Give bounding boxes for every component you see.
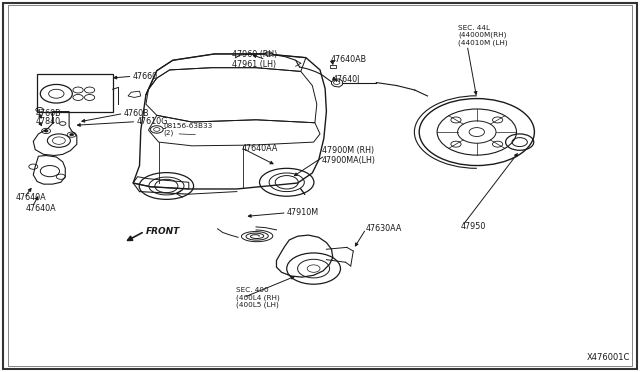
Text: 47630AA: 47630AA bbox=[366, 224, 403, 233]
Text: 47910M: 47910M bbox=[287, 208, 319, 217]
Text: X476001C: X476001C bbox=[587, 353, 630, 362]
Text: 4760B: 4760B bbox=[35, 109, 61, 118]
Text: 47640A: 47640A bbox=[26, 204, 56, 213]
Text: 47660: 47660 bbox=[133, 72, 158, 81]
Text: 47640AA: 47640AA bbox=[242, 144, 278, 153]
Text: FRONT: FRONT bbox=[146, 227, 180, 236]
Text: 47640J: 47640J bbox=[333, 75, 360, 84]
Text: 47900M (RH)
47900MA(LH): 47900M (RH) 47900MA(LH) bbox=[322, 146, 376, 165]
Text: 47640AB: 47640AB bbox=[330, 55, 366, 64]
Text: 47640A: 47640A bbox=[16, 193, 47, 202]
Text: 47840: 47840 bbox=[35, 117, 60, 126]
Text: 47960 (RH)
47961 (LH): 47960 (RH) 47961 (LH) bbox=[232, 50, 277, 69]
Circle shape bbox=[70, 134, 74, 136]
Text: SEC. 400
(400L4 (RH)
(400L5 (LH): SEC. 400 (400L4 (RH) (400L5 (LH) bbox=[236, 287, 279, 308]
Circle shape bbox=[265, 52, 273, 56]
Text: SEC. 44L
(44000M(RH)
(44010M (LH): SEC. 44L (44000M(RH) (44010M (LH) bbox=[458, 25, 508, 46]
Text: 4760B: 4760B bbox=[124, 109, 149, 118]
Text: 08156-63B33
(2): 08156-63B33 (2) bbox=[163, 123, 212, 136]
Circle shape bbox=[44, 130, 48, 132]
Text: 47610G: 47610G bbox=[136, 117, 168, 126]
Text: 47950: 47950 bbox=[461, 222, 486, 231]
